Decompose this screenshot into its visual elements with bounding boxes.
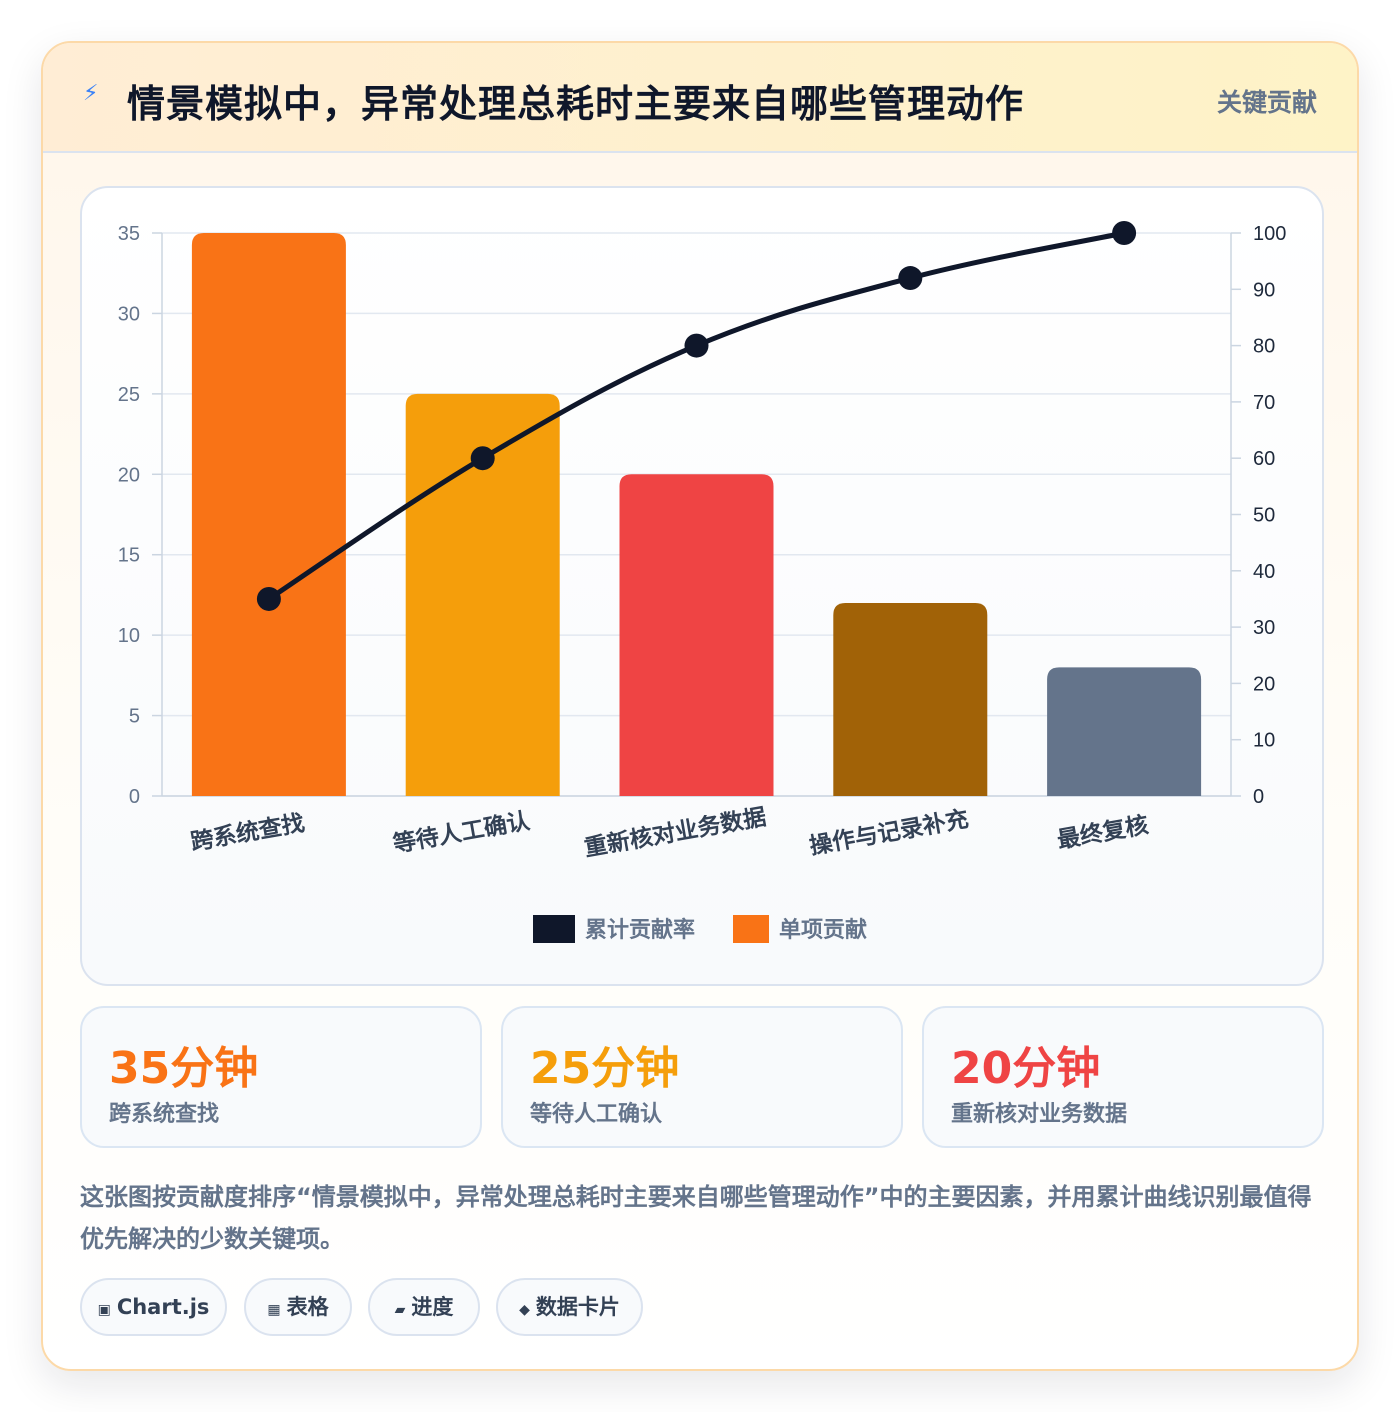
stat-card-2: 25分钟 等待人工确认: [501, 1006, 903, 1148]
x-tick-label: 跨系统查找: [189, 809, 307, 856]
stat-value: 20分钟: [951, 1043, 1101, 1094]
y-tick-label: 20: [118, 464, 140, 486]
cumulative-point: [470, 446, 495, 471]
legend-swatch: [733, 915, 769, 943]
chart-panel: 0 5 10 15 20 25 30 35 0 10 20 30 40 50 60 70 80 90 100 跨系统查…: [80, 186, 1324, 986]
stat-card-1: 35分钟 跨系统查找: [80, 1006, 482, 1148]
y-tick-label: 35: [118, 223, 140, 245]
bar: [405, 393, 560, 796]
y2-tick-label: 90: [1253, 279, 1275, 301]
y2-tick-label: 10: [1253, 730, 1275, 752]
bar: [619, 474, 774, 796]
stat-value: 35分钟: [109, 1043, 259, 1094]
pareto-chart: 0 5 10 15 20 25 30 35 0 10 20 30 40 50 60 70 80 90 100 跨系统查…: [118, 221, 1286, 943]
bar: [191, 233, 346, 796]
cumulative-point: [684, 333, 709, 358]
chip-progress[interactable]: ▰ 进度: [368, 1278, 480, 1336]
page-title: 情景模拟中，异常处理总耗时主要来自哪些管理动作: [127, 82, 1025, 126]
cumulative-point: [1112, 221, 1137, 245]
chip-data-cards[interactable]: ◆ 数据卡片: [496, 1278, 643, 1336]
x-tick-label: 重新核对业务数据: [582, 803, 768, 862]
chip-label: 进度: [411, 1295, 454, 1319]
stat-label: 重新核对业务数据: [951, 1102, 1128, 1127]
bar: [1047, 667, 1202, 796]
chart-icon: ▣: [97, 1302, 111, 1318]
chip-chartjs[interactable]: ▣ Chart.js: [80, 1278, 227, 1336]
y2-tick-label: 0: [1253, 786, 1264, 808]
cumulative-point: [898, 266, 923, 291]
y-tick-label: 5: [129, 706, 140, 728]
legend-label: 累计贡献率: [585, 917, 695, 943]
y-tick-label: 0: [129, 786, 140, 808]
y2-tick-label: 40: [1253, 561, 1275, 583]
x-tick-label: 等待人工确认: [391, 807, 532, 858]
cumulative-point: [256, 586, 281, 611]
y-tick-label: 30: [118, 303, 140, 325]
chip-label: 表格: [286, 1295, 329, 1319]
progress-icon: ▰: [394, 1302, 406, 1318]
stat-label: 跨系统查找: [109, 1102, 220, 1127]
y-tick-label: 25: [118, 384, 140, 406]
y2-tick-label: 50: [1253, 505, 1275, 527]
report-card: ⚡ 情景模拟中，异常处理总耗时主要来自哪些管理动作 关键贡献 0 5 10 15 20 2…: [41, 41, 1359, 1371]
stat-card-3: 20分钟 重新核对业务数据: [922, 1006, 1324, 1148]
chart-description: 这张图按贡献度排序“情景模拟中，异常处理总耗时主要来自哪些管理动作”中的主要因素…: [80, 1183, 1312, 1253]
key-contribution-badge: 关键贡献: [1216, 88, 1317, 117]
y-tick-label: 10: [118, 625, 140, 647]
y2-tick-label: 70: [1253, 392, 1275, 414]
chip-table[interactable]: ▦ 表格: [244, 1278, 352, 1336]
card-header: ⚡ 情景模拟中，异常处理总耗时主要来自哪些管理动作 关键贡献: [43, 43, 1357, 153]
stat-value: 25分钟: [530, 1043, 680, 1094]
x-tick-label: 最终复核: [1055, 811, 1150, 854]
stat-label: 等待人工确认: [530, 1102, 663, 1127]
x-tick-label: 操作与记录补充: [807, 805, 970, 860]
y-tick-label: 15: [118, 545, 140, 567]
legend-swatch: [533, 915, 575, 943]
y2-tick-label: 60: [1253, 448, 1275, 470]
bar: [833, 602, 988, 796]
lightning-icon: ⚡: [83, 81, 99, 106]
y2-tick-label: 20: [1253, 673, 1275, 695]
diamond-icon: ◆: [519, 1302, 530, 1318]
table-icon: ▦: [267, 1302, 281, 1318]
chip-label: 数据卡片: [535, 1295, 620, 1319]
y2-tick-label: 30: [1253, 617, 1275, 639]
chip-label: Chart.js: [116, 1295, 210, 1319]
y2-tick-label: 80: [1253, 336, 1275, 358]
y2-tick-label: 100: [1253, 223, 1286, 245]
legend-label: 单项贡献: [779, 917, 867, 943]
